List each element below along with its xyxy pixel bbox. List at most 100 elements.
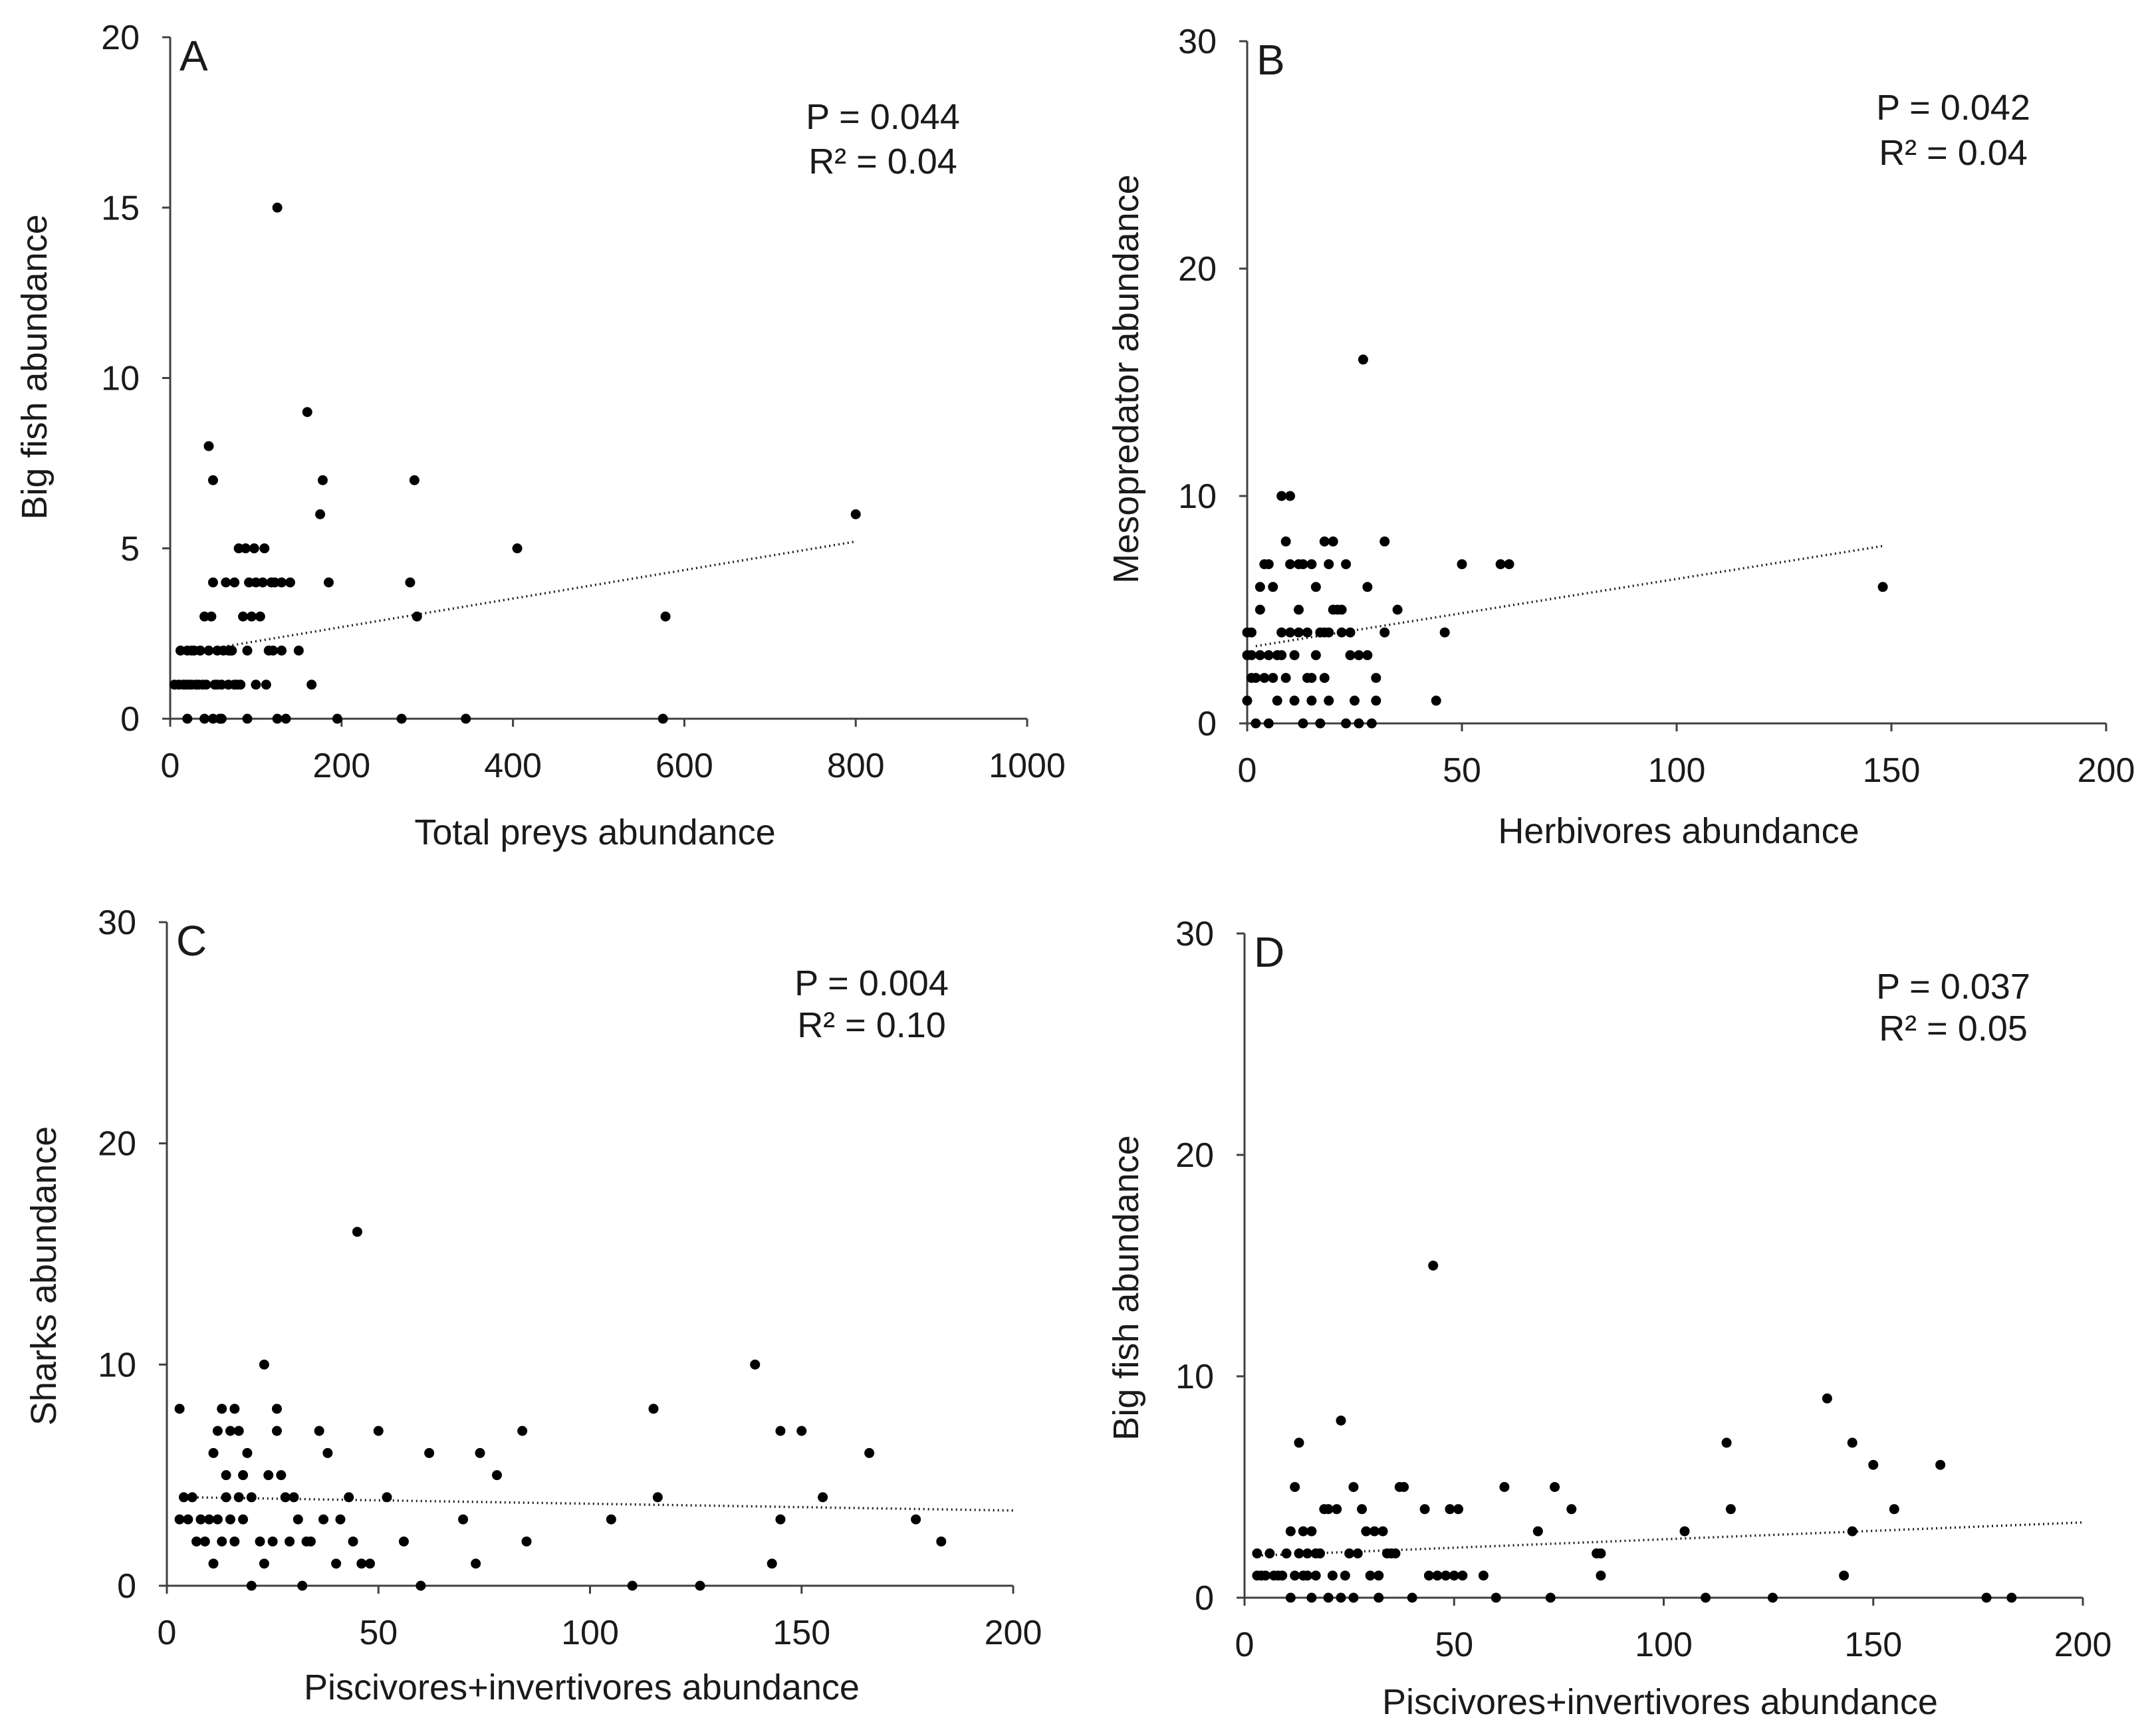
data-point [409,475,419,485]
data-point [1491,1592,1501,1603]
data-point [471,1558,481,1569]
data-point [1255,604,1265,615]
data-point [1263,559,1274,570]
data-point [1285,1592,1296,1603]
data-point [1306,673,1317,683]
data-point [1348,1482,1359,1492]
data-point [1371,673,1381,683]
data-point [249,543,259,554]
data-point [1377,1526,1388,1537]
data-point [242,1447,253,1458]
data-point [199,1536,210,1547]
data-point [1336,1592,1346,1603]
data-point [1319,673,1330,683]
data-point [1423,1570,1434,1581]
data-point [233,1426,244,1436]
data-point [271,1426,282,1436]
data-point [475,1447,485,1458]
data-point [212,646,223,656]
y-tick-label: 30 [1175,915,1214,953]
ticks: 0 50 100 150 200 0 10 20 30 [98,904,1042,1652]
y-tick-label: 0 [120,700,140,739]
data-point [203,646,214,656]
data-point [221,1492,231,1503]
data-point [203,441,214,451]
data-point [1302,627,1312,638]
data-point [1352,1548,1363,1558]
data-point [212,1514,223,1525]
data-point [767,1558,777,1569]
data-point [1285,1526,1296,1537]
data-point [244,577,255,588]
panel-c: 0 50 100 150 200 0 10 20 30 C P = 0.004 R² = 0.1… [24,904,1042,1707]
data-point [1478,1570,1489,1581]
x-tick-label: 0 [1238,751,1257,790]
data-point [1361,1526,1372,1537]
data-point [1374,1592,1384,1603]
data-point [521,1536,532,1547]
data-point [1399,1482,1409,1492]
data-point [1252,1548,1262,1558]
x-tick-label: 50 [359,1614,398,1652]
y-tick-label: 0 [1197,705,1217,743]
data-point [648,1404,659,1414]
data-point [627,1580,638,1591]
data-point [1379,536,1390,547]
trendline-line [1255,545,1883,648]
p-value-label: P = 0.042 [1876,88,2030,128]
data-point [174,1404,185,1414]
data-point [1263,650,1274,660]
data-point [1268,582,1278,592]
data-point [269,577,280,588]
data-point [1432,1570,1443,1581]
data-point [1294,1437,1304,1448]
data-point [242,646,253,656]
data-point [1566,1504,1577,1515]
data-points [169,202,861,724]
data-point [280,1492,291,1503]
data-point [238,1514,249,1525]
y-tick-label: 20 [98,1125,136,1164]
data-point [1358,354,1368,365]
data-points [1252,1261,2017,1603]
data-point [1289,695,1300,706]
data-point [1251,673,1261,683]
data-point [1341,718,1352,729]
data-point [191,1536,202,1547]
data-point [268,646,279,656]
data-point [255,1536,265,1547]
data-point [229,577,240,588]
data-point [233,1492,244,1503]
data-point [1981,1592,1992,1603]
data-point [293,1514,303,1525]
data-point [1260,1570,1271,1581]
trendline [1255,545,1883,648]
data-point [1290,1570,1300,1581]
data-point [775,1426,786,1436]
data-point [271,1404,282,1414]
data-point [796,1426,807,1436]
trendline [187,1496,1014,1512]
data-point [207,475,218,485]
data-point [212,1426,223,1436]
x-tick-label: 200 [312,747,370,785]
data-point [1285,559,1296,570]
data-point [1319,536,1330,547]
data-point [775,1514,786,1525]
data-point [272,713,283,724]
y-tick-label: 20 [1175,1136,1214,1175]
data-point [216,680,227,690]
data-point [1392,604,1403,615]
data-point [255,611,265,622]
data-point [182,713,193,724]
data-point [199,611,210,622]
data-point [1310,1570,1321,1581]
x-tick-label: 150 [773,1614,830,1652]
data-point [315,509,326,519]
data-point [850,509,861,519]
data-point [217,1536,227,1547]
data-point [1324,695,1334,706]
data-point [297,1580,308,1591]
data-point [396,713,407,724]
data-point [818,1492,828,1503]
